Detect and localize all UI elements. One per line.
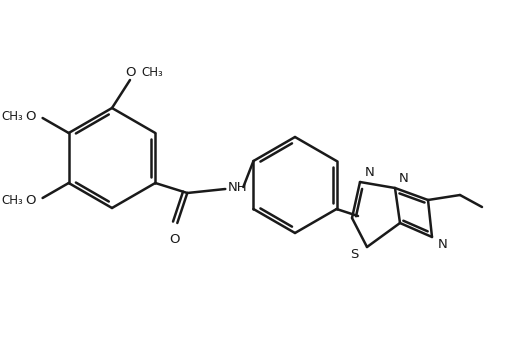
Text: NH: NH	[227, 180, 247, 193]
Text: O: O	[25, 110, 36, 122]
Text: O: O	[25, 193, 36, 207]
Text: N: N	[437, 239, 447, 251]
Text: O: O	[126, 66, 136, 78]
Text: CH₃: CH₃	[140, 66, 162, 78]
Text: S: S	[350, 248, 358, 262]
Text: N: N	[398, 171, 408, 185]
Text: CH₃: CH₃	[2, 193, 23, 207]
Text: CH₃: CH₃	[2, 110, 23, 122]
Text: N: N	[364, 166, 374, 178]
Text: O: O	[168, 233, 179, 246]
